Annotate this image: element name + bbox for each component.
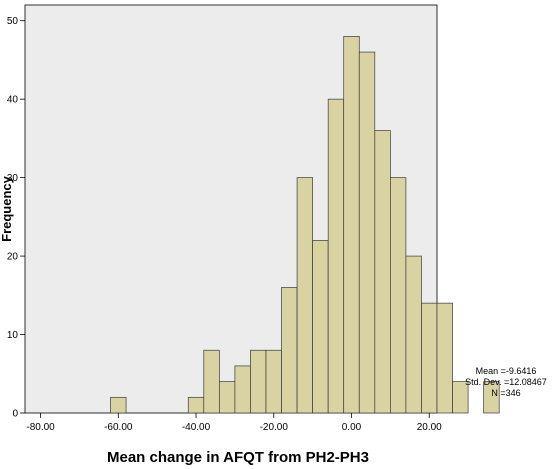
histogram-bar — [203, 349, 220, 414]
y-tick-label: 10 — [7, 330, 19, 341]
histogram-bar — [218, 381, 236, 414]
y-tick-label: 40 — [7, 95, 19, 106]
histogram-bar — [405, 255, 422, 414]
histogram-bar — [436, 302, 453, 414]
histogram-bar — [343, 36, 360, 414]
histogram-bar — [110, 396, 127, 414]
y-axis-ticks: 0 10 20 30 40 50 — [7, 16, 25, 420]
y-tick-label: 50 — [7, 16, 19, 27]
x-tick-label: -40.00 — [182, 422, 211, 433]
x-tick-label: -80.00 — [26, 422, 55, 433]
stats-std-dev: Std. Dev. =12.08467 — [465, 377, 547, 387]
y-tick-label: 0 — [12, 409, 18, 420]
histogram-bar — [234, 365, 251, 414]
y-tick-label: 20 — [7, 252, 19, 263]
histogram-bar — [250, 349, 267, 414]
histogram-bar — [483, 381, 500, 414]
histogram-bar — [296, 177, 313, 414]
histogram-bar — [312, 240, 329, 414]
histogram-bar — [452, 381, 469, 414]
x-tick-label: -20.00 — [260, 422, 289, 433]
x-axis-title: Mean change in AFQT from PH2-PH3 — [107, 449, 369, 466]
y-tick-label: 30 — [7, 173, 19, 184]
histogram-bar — [327, 98, 345, 414]
histogram-bar — [374, 130, 391, 414]
histogram-bar — [265, 349, 282, 414]
x-tick-label: -60.00 — [104, 422, 133, 433]
stats-n: N =346 — [491, 388, 520, 398]
y-axis-title: Frequency — [0, 175, 14, 242]
histogram-bar — [187, 396, 205, 414]
histogram-bar — [358, 51, 376, 414]
histogram-bar — [390, 177, 407, 414]
histogram-bar — [421, 302, 438, 414]
x-tick-label: 20.00 — [417, 422, 442, 433]
stats-mean: Mean =-9.6416 — [476, 366, 537, 376]
x-axis-ticks: -80.00 -60.00 -40.00 -20.00 0.00 20.00 — [26, 413, 442, 433]
histogram-bar — [281, 287, 298, 414]
bars-group — [110, 36, 500, 414]
x-tick-label: 0.00 — [342, 422, 362, 433]
